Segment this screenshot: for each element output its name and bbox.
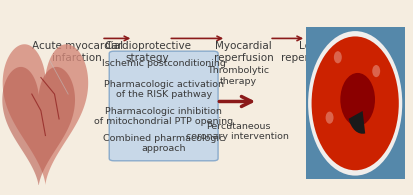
Circle shape bbox=[311, 36, 399, 170]
Circle shape bbox=[334, 51, 342, 63]
Text: Combined pharmacologic
approach: Combined pharmacologic approach bbox=[103, 134, 224, 153]
Text: Ischemic postconditioning: Ischemic postconditioning bbox=[102, 59, 225, 68]
Circle shape bbox=[372, 65, 380, 77]
FancyBboxPatch shape bbox=[109, 51, 218, 161]
Wedge shape bbox=[349, 111, 365, 134]
Text: Pharmacologic activation
of the RISK pathway: Pharmacologic activation of the RISK pat… bbox=[104, 80, 224, 99]
Circle shape bbox=[308, 31, 402, 176]
Text: Myocardial
reperfusion: Myocardial reperfusion bbox=[214, 41, 273, 63]
Circle shape bbox=[340, 73, 375, 126]
Text: Cardioprotective
strategy: Cardioprotective strategy bbox=[104, 41, 191, 63]
Text: Pharmacologic inhibition
of mitochondrial PTP opening: Pharmacologic inhibition of mitochondria… bbox=[94, 107, 233, 126]
Text: Thrombolytic
therapy: Thrombolytic therapy bbox=[207, 66, 269, 86]
Circle shape bbox=[325, 112, 334, 124]
PathPatch shape bbox=[2, 67, 75, 187]
Text: Acute myocardial
infarction: Acute myocardial infarction bbox=[32, 41, 123, 63]
Text: Percutaneous
coronary intervention: Percutaneous coronary intervention bbox=[187, 122, 290, 141]
PathPatch shape bbox=[2, 44, 88, 185]
Text: Less lethal
reperfusion injury: Less lethal reperfusion injury bbox=[280, 41, 373, 63]
